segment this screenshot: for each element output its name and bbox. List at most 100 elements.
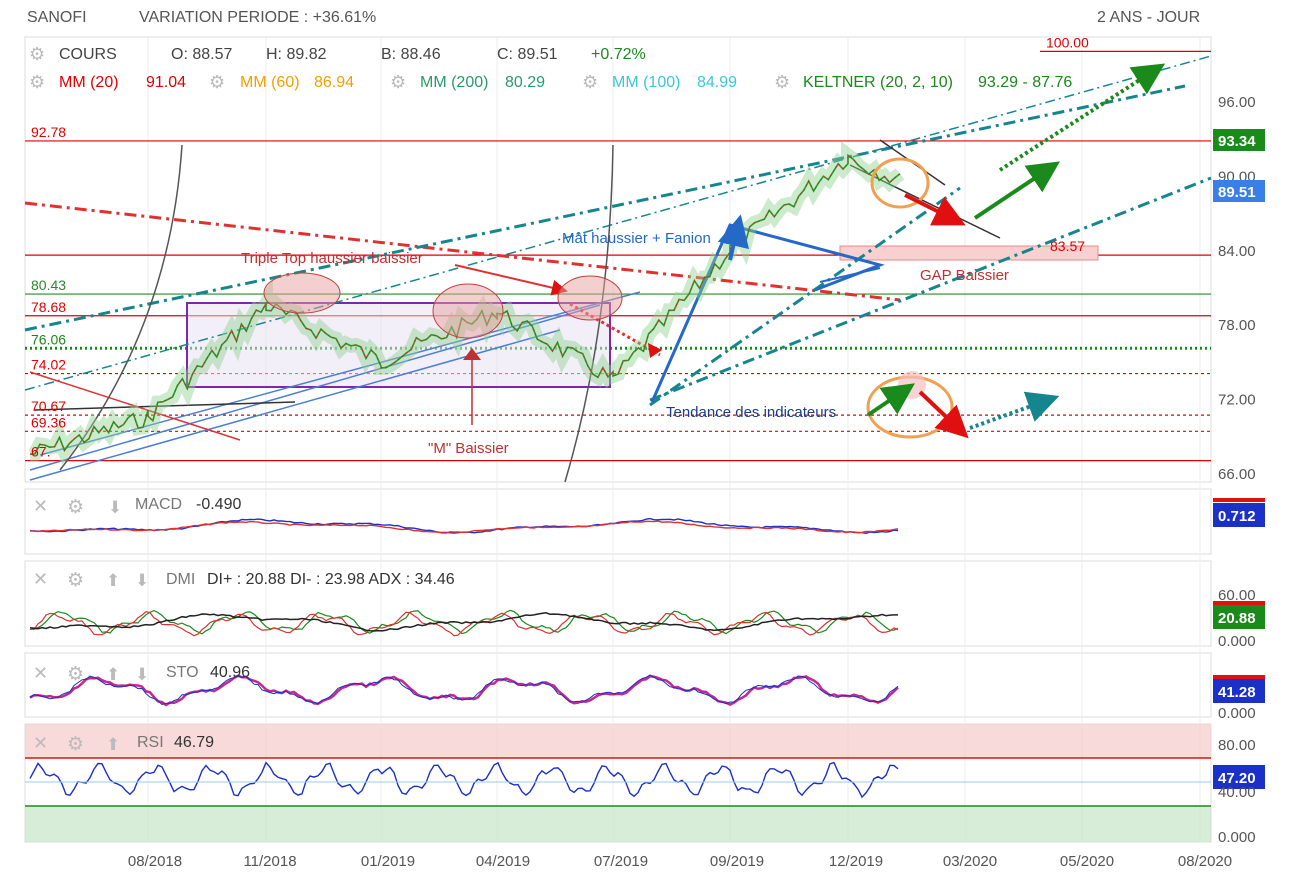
tendance-annotation: Tendance des indicateurs <box>666 404 836 421</box>
level-label: 83.57 <box>1050 238 1085 254</box>
high-badge-text: 93.34 <box>1218 133 1256 150</box>
arrow-down-icon[interactable]: ⬇ <box>135 571 149 590</box>
price-tick: 66.00 <box>1218 466 1256 483</box>
macd-signal-line <box>29 520 899 534</box>
mm200-value: 80.29 <box>505 74 545 91</box>
gear-icon[interactable]: ⚙ <box>390 72 406 92</box>
rsi-tick-0: 0.000 <box>1218 829 1256 846</box>
arrow-up-icon[interactable]: ⬆ <box>106 735 120 754</box>
mat-annotation: Mât haussier + Fanion <box>562 230 711 247</box>
last-badge-text: 89.51 <box>1218 184 1256 201</box>
x-tick-label: 08/2020 <box>1178 853 1232 870</box>
dmi-badge <box>1213 605 1265 629</box>
level-label: 69.36 <box>31 414 66 430</box>
high-badge <box>1213 129 1265 151</box>
price-tick: 96.00 <box>1218 94 1256 111</box>
close-icon[interactable]: ✕ <box>33 663 48 683</box>
gear-icon[interactable]: ⚙ <box>67 570 84 591</box>
rsi-badge-text: 47.20 <box>1218 770 1256 787</box>
close-icon[interactable]: ✕ <box>33 569 48 589</box>
dmi-plus-line <box>30 609 899 635</box>
gear-icon[interactable]: ⚙ <box>29 44 45 64</box>
gear-icon[interactable]: ⚙ <box>774 72 790 92</box>
x-tick-label: 07/2019 <box>594 853 648 870</box>
triple-top-annotation: Triple Top haussier baissier <box>241 250 423 267</box>
close-icon[interactable]: ✕ <box>33 496 48 516</box>
arrow-down-icon[interactable]: ⬇ <box>108 498 122 517</box>
period-label[interactable]: 2 ANS - JOUR <box>1097 9 1201 26</box>
high-value: H: 89.82 <box>266 46 327 63</box>
level-label: 78.68 <box>31 299 66 315</box>
keltner-value: 93.29 - 87.76 <box>978 74 1072 91</box>
sto-badge-text: 41.28 <box>1218 684 1256 701</box>
price-badges: 93.34 89.51 <box>1213 129 1265 202</box>
macd-badge <box>1213 503 1265 527</box>
sto-label: STO <box>166 664 199 681</box>
level-label: 74.02 <box>31 357 66 373</box>
sto-value: 40.96 <box>210 664 250 681</box>
chart-header: SANOFI VARIATION PERIODE : +36.61% 2 ANS… <box>0 0 1300 34</box>
sto-signal-line <box>29 674 899 706</box>
dmi-header: ✕ ⚙ ⬆ ⬇ DMI DI+ : 20.88 DI- : 23.98 ADX … <box>33 569 455 591</box>
macd-value: -0.490 <box>196 496 241 513</box>
x-tick-label: 03/2020 <box>943 853 997 870</box>
x-tick-label: 04/2019 <box>476 853 530 870</box>
pattern-markers <box>263 157 954 439</box>
oscillator-lines <box>29 517 899 799</box>
level-labels: 100.00 92.78 83.57 80.43 78.68 76.06 74.02 70.6… <box>31 34 1089 459</box>
gear-icon[interactable]: ⚙ <box>582 72 598 92</box>
close-icon[interactable]: ✕ <box>33 733 48 753</box>
dmi-tick-0: 0.000 <box>1218 633 1256 650</box>
rsi-tick-80: 80.00 <box>1218 737 1256 754</box>
dmi-value: DI+ : 20.88 DI- : 23.98 ADX : 34.46 <box>207 571 455 588</box>
mm100-value: 84.99 <box>697 74 737 91</box>
rsi-value: 46.79 <box>174 734 214 751</box>
macd-badge-text: 0.712 <box>1218 508 1256 525</box>
arrow-up-icon[interactable]: ⬆ <box>106 665 120 684</box>
mm60-value: 86.94 <box>314 74 354 91</box>
gear-icon[interactable]: ⚙ <box>67 664 84 685</box>
level-label: 67. <box>31 444 50 460</box>
indicator-badges: 0.712 20.88 41.28 47.20 <box>1213 498 1265 789</box>
price-tick: 72.00 <box>1218 392 1256 409</box>
rsi-line <box>29 761 899 799</box>
rsi-overbought-zone <box>25 724 1211 758</box>
arrow-down-icon[interactable]: ⬇ <box>135 665 149 684</box>
mm100-label: MM (100) <box>612 74 680 91</box>
change-value: +0.72% <box>591 46 646 63</box>
x-tick-label: 11/2018 <box>243 853 296 870</box>
level-label: 70.67 <box>31 398 66 414</box>
variation-label: VARIATION PERIODE : +36.61% <box>139 9 377 26</box>
mm60-label: MM (60) <box>240 74 300 91</box>
cours-label: COURS <box>59 46 117 63</box>
x-tick-label: 05/2020 <box>1060 853 1114 870</box>
rsi-label: RSI <box>137 734 164 751</box>
dmi-label: DMI <box>166 571 195 588</box>
level-label: 100.00 <box>1046 34 1089 50</box>
rsi-tick-40: 40.00 <box>1218 784 1256 801</box>
gear-icon[interactable]: ⚙ <box>67 497 84 518</box>
mm20-label: MM (20) <box>59 74 119 91</box>
gear-icon[interactable]: ⚙ <box>209 72 225 92</box>
symbol-label: SANOFI <box>27 9 87 26</box>
gear-icon[interactable]: ⚙ <box>29 72 45 92</box>
open-value: O: 88.57 <box>171 46 232 63</box>
rsi-badge <box>1213 765 1265 789</box>
last-badge <box>1213 180 1265 202</box>
arrow-up-icon[interactable]: ⬆ <box>106 571 120 590</box>
mm200-label: MM (200) <box>420 74 488 91</box>
macd-header: ✕ ⚙ ⬇ MACD -0.490 <box>33 496 241 518</box>
level-label: 92.78 <box>31 124 66 140</box>
trend-lines <box>24 55 1212 483</box>
mm20-value: 91.04 <box>146 74 186 91</box>
sto-panel <box>24 652 1212 718</box>
macd-label: MACD <box>135 496 182 513</box>
dmi-tick-60: 60.00 <box>1218 587 1256 604</box>
price-tick: 84.00 <box>1218 243 1256 260</box>
gear-icon[interactable]: ⚙ <box>67 734 84 755</box>
rsi-header: ✕ ⚙ ⬆ RSI 46.79 <box>33 733 214 755</box>
low-value: B: 88.46 <box>381 46 441 63</box>
rsi-oversold-zone <box>25 806 1211 842</box>
x-tick-label: 01/2019 <box>361 853 415 870</box>
